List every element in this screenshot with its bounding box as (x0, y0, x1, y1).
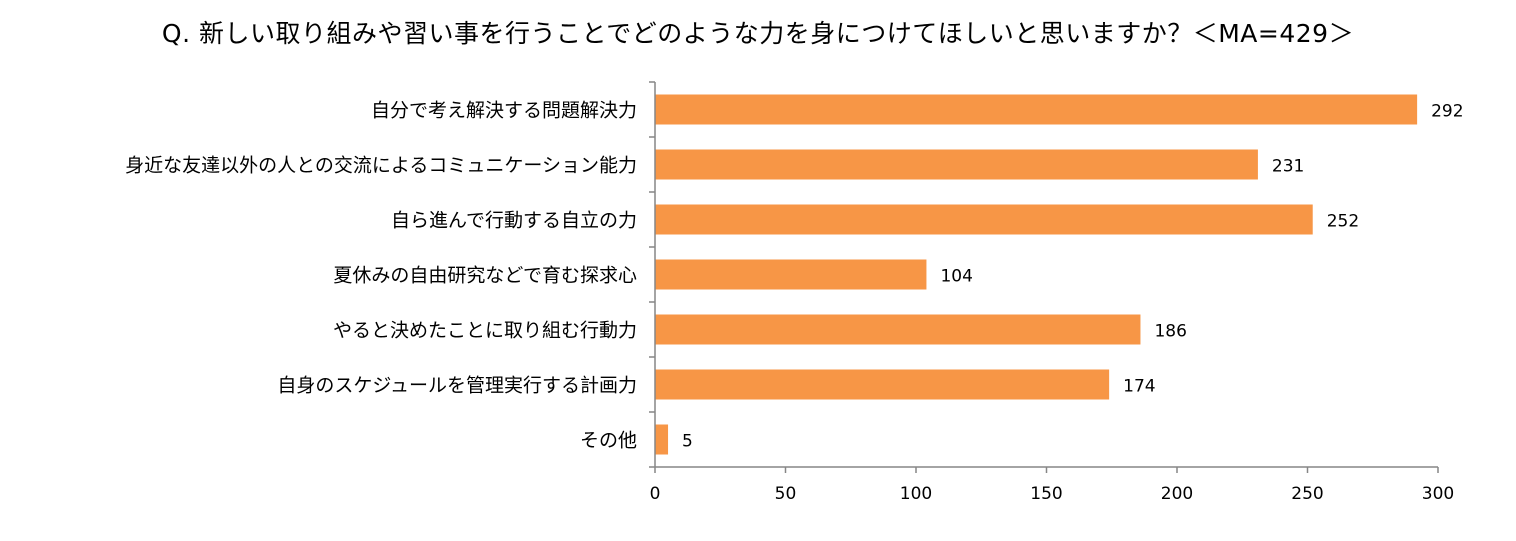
bar (655, 314, 1141, 345)
bar (655, 94, 1418, 125)
data-label: 104 (940, 267, 972, 287)
bar (655, 369, 1110, 400)
category-label: 自身のスケジュールを管理実行する計画力 (277, 375, 637, 397)
category-label: 自ら進んで行動する自立の力 (391, 210, 637, 232)
data-label: 252 (1327, 212, 1359, 232)
data-label: 174 (1123, 377, 1155, 397)
x-tick-label: 0 (650, 484, 661, 504)
x-tick-label: 250 (1291, 484, 1323, 504)
category-label: 自分で考え解決する問題解決力 (371, 100, 637, 122)
category-label: やると決めたことに取り組む行動力 (333, 320, 637, 342)
x-tick-label: 100 (900, 484, 932, 504)
category-label: その他 (580, 430, 637, 452)
x-tick-label: 150 (1030, 484, 1062, 504)
bar (655, 424, 669, 455)
bar (655, 259, 927, 290)
x-tick-label: 200 (1161, 484, 1193, 504)
chart-title: Q. 新しい取り組みや習い事を行うことでどのような力を身につけてほしいと思います… (161, 19, 1355, 48)
bar (655, 204, 1313, 235)
bar (655, 149, 1258, 180)
x-tick-label: 50 (775, 484, 797, 504)
data-label: 186 (1154, 322, 1186, 342)
data-label: 292 (1431, 102, 1463, 122)
category-label: 身近な友達以外の人との交流によるコミュニケーション能力 (125, 155, 637, 177)
category-label: 夏休みの自由研究などで育む探求心 (333, 265, 637, 287)
data-label: 5 (682, 432, 693, 452)
x-tick-label: 300 (1422, 484, 1454, 504)
data-label: 231 (1272, 157, 1304, 177)
